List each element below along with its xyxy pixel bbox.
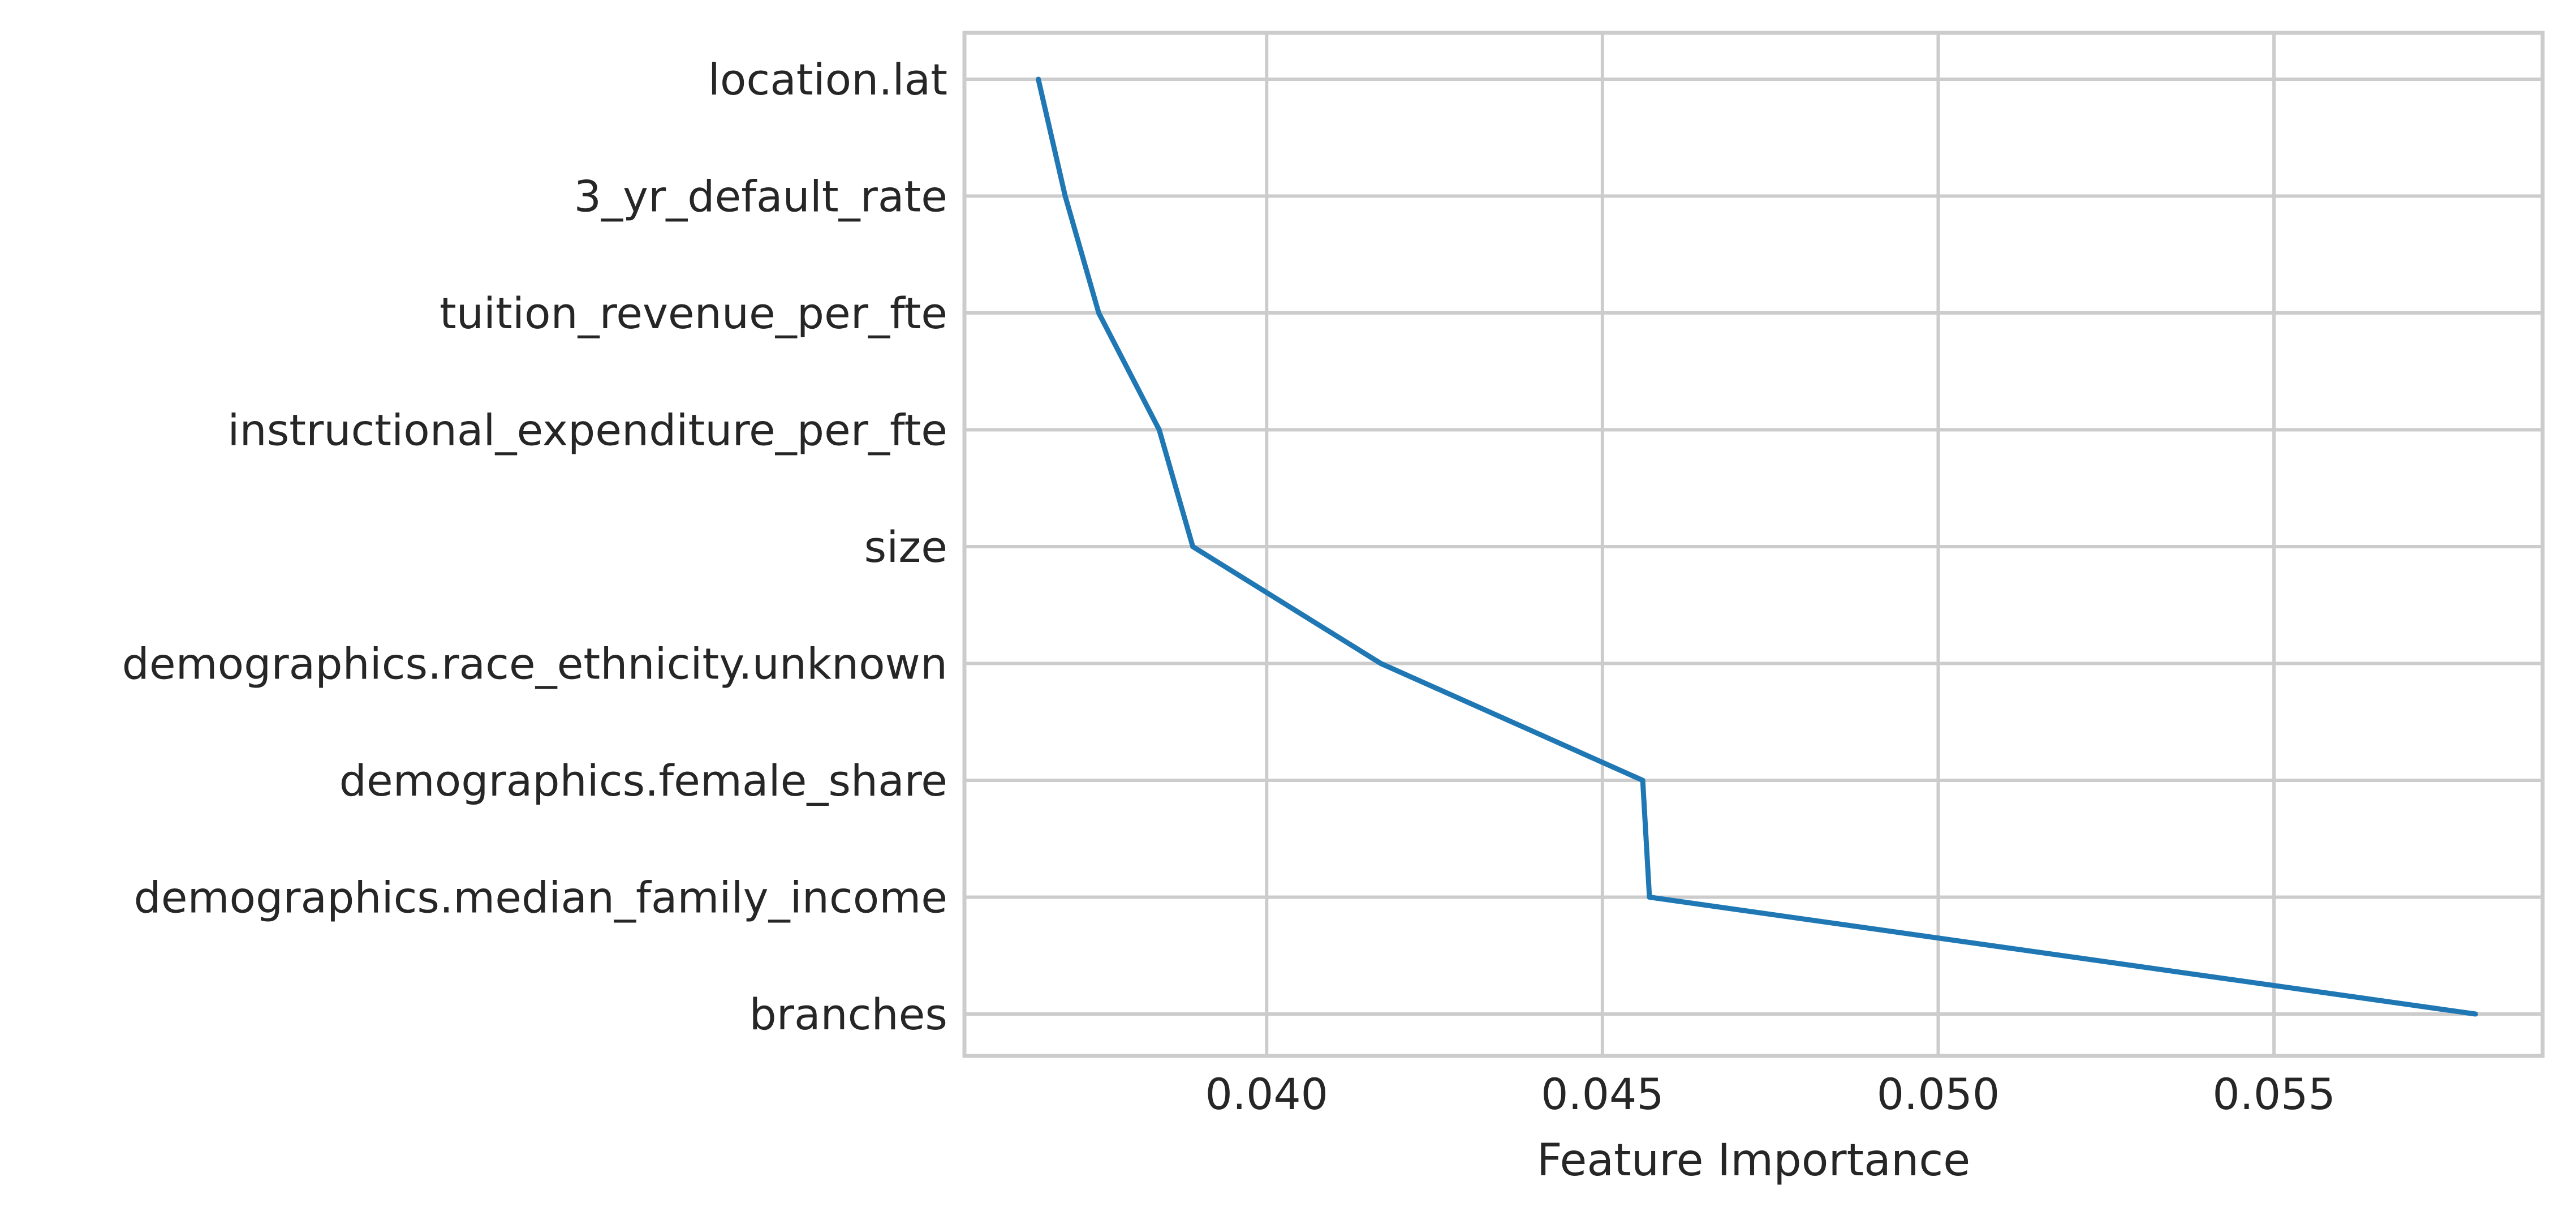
y-tick-label: size bbox=[864, 522, 947, 572]
plot-frame bbox=[962, 31, 2545, 1058]
x-tick-label: 0.040 bbox=[1205, 1069, 1328, 1119]
y-tick-label: demographics.median_family_income bbox=[134, 873, 947, 923]
x-gridlines bbox=[1265, 33, 2276, 1056]
y-tick-label: demographics.race_ethnicity.unknown bbox=[122, 639, 947, 689]
y-tick-label: location.lat bbox=[708, 54, 947, 105]
y-tick-labels: location.lat 3_yr_default_rate tuition_rev… bbox=[122, 54, 947, 1039]
x-tick-label: 0.050 bbox=[1877, 1069, 2000, 1119]
series-group bbox=[1036, 76, 2478, 1017]
x-tick-label: 0.055 bbox=[2212, 1069, 2336, 1119]
y-tick-label: 3_yr_default_rate bbox=[574, 171, 947, 222]
y-gridlines bbox=[964, 78, 2543, 1016]
y-tick-label: tuition_revenue_per_fte bbox=[440, 288, 947, 338]
x-tick-labels: 0.040 0.045 0.050 0.055 bbox=[1205, 1069, 2335, 1119]
y-tick-label: instructional_expenditure_per_fte bbox=[227, 405, 947, 456]
series-line bbox=[1036, 76, 2478, 1017]
x-tick-label: 0.045 bbox=[1541, 1069, 1664, 1119]
y-tick-label: branches bbox=[749, 989, 947, 1039]
x-axis-label: Feature Importance bbox=[1537, 1135, 1971, 1186]
y-tick-label: demographics.female_share bbox=[339, 755, 947, 806]
